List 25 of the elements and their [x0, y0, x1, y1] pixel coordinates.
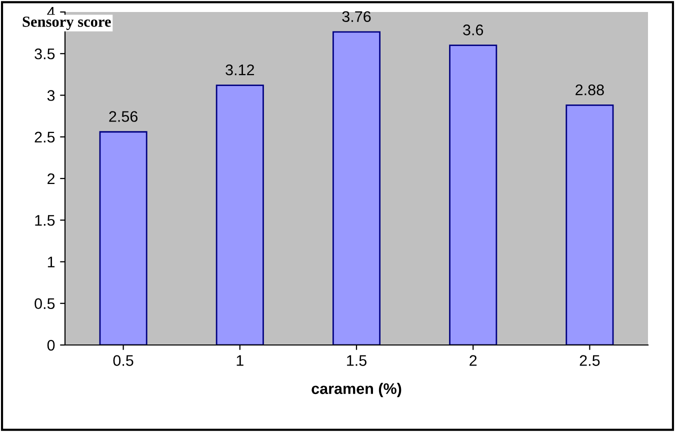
- bar: [216, 84, 264, 345]
- bar: [332, 31, 381, 345]
- x-tick-label: 0.5: [113, 355, 134, 366]
- data-label: 3.6: [463, 24, 484, 36]
- y-axis-title: Sensory score: [22, 16, 111, 30]
- y-tick-label: 0.5: [34, 298, 55, 310]
- bar: [566, 104, 614, 345]
- y-tick-label: 0: [47, 340, 55, 351]
- x-tick-label: 2: [470, 355, 477, 366]
- y-tick-label: 3.5: [34, 48, 55, 60]
- data-label: 3.12: [226, 64, 254, 76]
- bar: [449, 44, 498, 345]
- x-tick-label: 1: [236, 355, 244, 366]
- data-label: 3.76: [342, 11, 371, 22]
- data-label: 2.88: [576, 84, 604, 96]
- y-tick-label: 1: [48, 256, 55, 268]
- x-tick-label: 1.5: [347, 355, 366, 366]
- y-tick-label: 2.5: [34, 132, 55, 143]
- data-label: 2.56: [109, 111, 138, 122]
- y-tick-label: 1.5: [35, 215, 55, 226]
- bar: [99, 131, 148, 345]
- x-tick-label: 2.5: [580, 355, 600, 366]
- x-axis-title: caramen (%): [312, 382, 402, 398]
- y-tick-label: 3: [47, 90, 55, 101]
- y-tick-label: 2: [48, 173, 55, 184]
